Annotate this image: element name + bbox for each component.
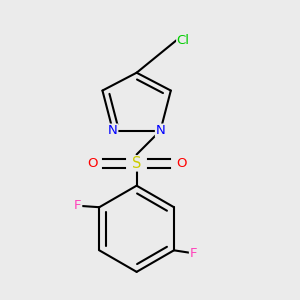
Text: O: O	[176, 157, 187, 170]
Text: O: O	[87, 157, 97, 170]
Text: F: F	[74, 199, 82, 212]
Text: S: S	[132, 156, 141, 171]
Text: Cl: Cl	[177, 34, 190, 46]
Text: N: N	[155, 124, 165, 137]
Text: N: N	[108, 124, 118, 137]
Text: F: F	[190, 247, 197, 260]
